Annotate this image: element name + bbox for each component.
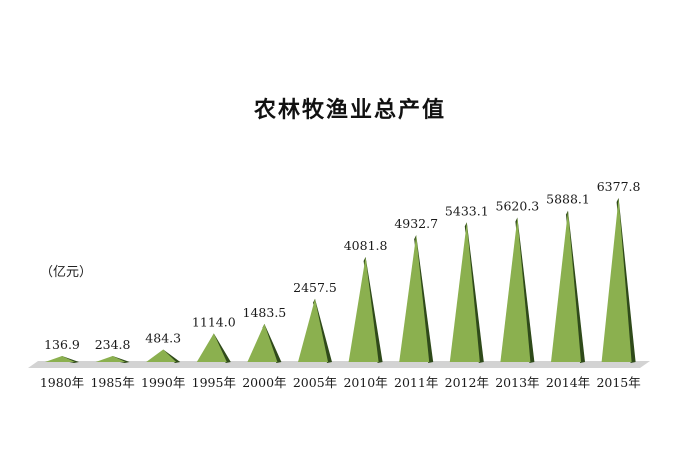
cone-bar bbox=[247, 323, 278, 362]
chart-title: 农林牧渔业总产值 bbox=[253, 98, 446, 123]
value-label: 136.9 bbox=[44, 337, 80, 352]
x-tick-label: 2005年 bbox=[293, 375, 337, 390]
value-label: 484.3 bbox=[145, 331, 181, 346]
cone-bar bbox=[551, 210, 581, 362]
value-label: 4081.8 bbox=[344, 238, 388, 253]
value-label: 1483.5 bbox=[243, 305, 287, 320]
value-label: 5888.1 bbox=[546, 192, 590, 207]
chart-floor bbox=[28, 361, 650, 368]
cone-bar bbox=[45, 356, 75, 362]
chart-marks: 136.9 1980年 234.8 1985年 484.3 1990年 1114.0 1995… bbox=[40, 179, 641, 390]
cone-bar bbox=[298, 298, 328, 362]
cone-bar bbox=[95, 355, 126, 362]
x-tick-label: 2011年 bbox=[394, 375, 438, 390]
cone-bar bbox=[196, 333, 227, 362]
cone-bar bbox=[146, 349, 177, 362]
cone-bar bbox=[601, 198, 632, 362]
value-label: 5433.1 bbox=[445, 203, 489, 218]
cone-bar bbox=[348, 257, 379, 362]
cone-bar bbox=[449, 222, 480, 362]
value-label: 5620.3 bbox=[496, 198, 540, 213]
value-label: 6377.8 bbox=[597, 179, 641, 194]
cone-bar bbox=[399, 235, 430, 362]
x-tick-label: 2014年 bbox=[546, 375, 590, 390]
value-label: 2457.5 bbox=[293, 280, 337, 295]
x-tick-label: 1985年 bbox=[90, 375, 134, 390]
x-tick-label: 1990年 bbox=[141, 375, 185, 390]
x-tick-label: 2000年 bbox=[242, 375, 286, 390]
x-tick-label: 1995年 bbox=[192, 375, 236, 390]
cone-bar bbox=[500, 217, 531, 362]
x-tick-label: 2012年 bbox=[445, 375, 489, 390]
x-tick-label: 2013年 bbox=[495, 375, 539, 390]
x-tick-label: 1980年 bbox=[40, 375, 84, 390]
x-tick-label: 2010年 bbox=[343, 375, 387, 390]
value-label: 4932.7 bbox=[394, 216, 438, 231]
x-tick-label: 2015年 bbox=[596, 375, 640, 390]
y-axis-unit-label: （亿元） bbox=[40, 265, 93, 280]
value-label: 234.8 bbox=[95, 337, 131, 352]
value-label: 1114.0 bbox=[192, 314, 236, 329]
